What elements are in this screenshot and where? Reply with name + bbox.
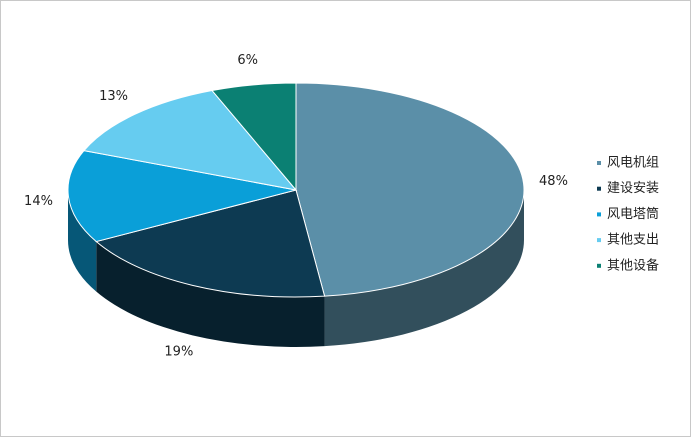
slice [83,89,298,191]
legend-label: 其他支出 [607,233,659,248]
legend-label: 风电塔筒 [607,206,659,222]
data-label: 48% [539,174,568,189]
slice [295,82,525,297]
slice [211,82,297,192]
legend-label: 建设安装 [607,181,659,196]
data-label: 14% [24,194,53,209]
pie-tops [67,82,525,298]
slice [95,189,326,298]
slice-side [96,241,325,347]
data-label: 19% [164,345,193,360]
legend-swatch [597,161,601,165]
slice-side [324,190,524,347]
legend-swatch [597,212,601,217]
legend-swatch [597,186,601,191]
legend-swatch [597,263,601,268]
legend-swatch [597,238,601,243]
pie-sides [68,190,524,347]
slice [67,150,297,243]
data-label: 13% [99,89,128,104]
legend-label: 其他设备 [607,257,659,273]
data-label: 6% [237,53,258,68]
slice-side [68,190,97,292]
legend-label: 风电机组 [607,156,659,171]
data-labels: 48% 19% 14% 13% 6% [24,53,568,360]
